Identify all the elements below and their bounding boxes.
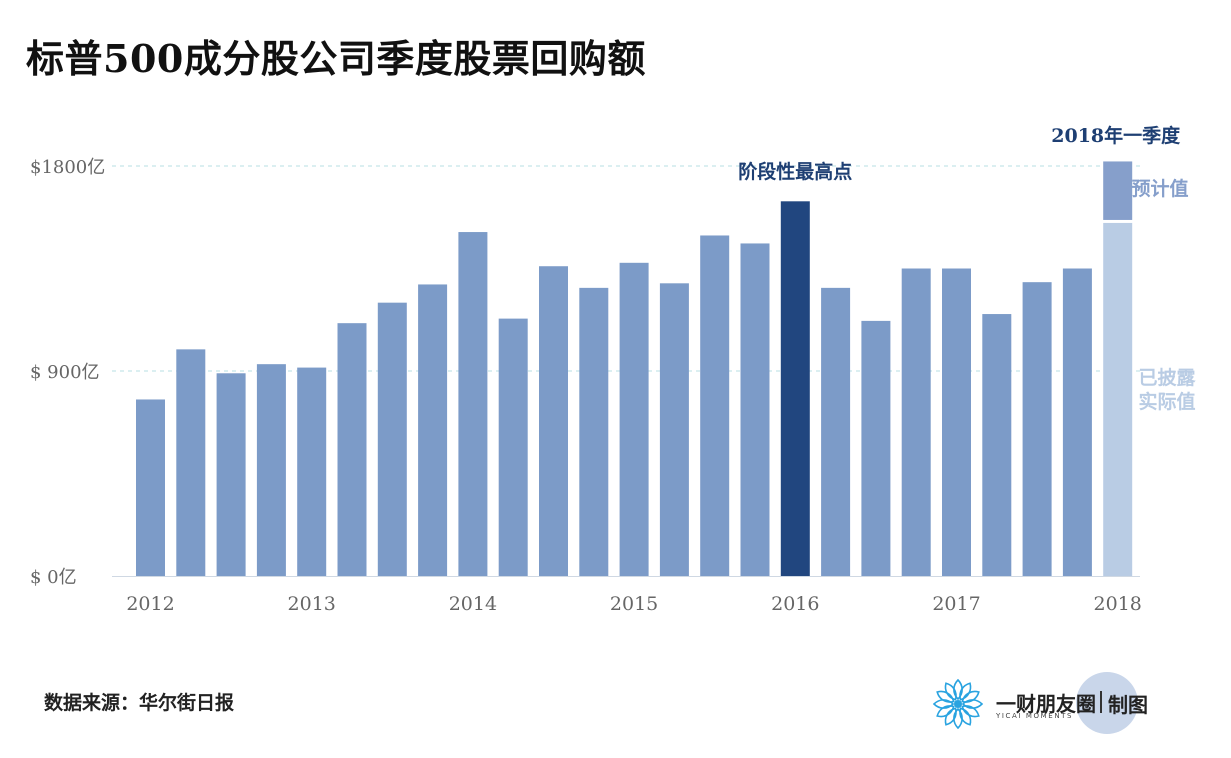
bar — [579, 287, 609, 576]
bar — [297, 367, 327, 576]
bar — [740, 243, 770, 576]
actual-label-line: 已披露 — [1138, 366, 1196, 389]
last-quarter-label: 2018年一季度 — [1051, 124, 1181, 147]
y-tick-label: $ 0亿 — [30, 567, 77, 588]
bar-forecast — [1103, 161, 1133, 220]
bar — [256, 364, 286, 576]
y-tick-label: $1800亿 — [30, 157, 105, 178]
bar — [821, 287, 851, 576]
bar-actual-disclosed — [1103, 222, 1133, 576]
x-axis-ticks: 2012 2013 2014 2015 2016 2017 2018 — [126, 593, 1142, 615]
logo-petal — [959, 707, 972, 726]
bar — [861, 320, 891, 576]
y-tick-label: $ 900亿 — [30, 362, 100, 383]
logo-petal — [953, 678, 963, 701]
bar — [337, 323, 367, 576]
bar — [619, 262, 649, 576]
x-tick-label: 2018 — [1094, 593, 1142, 615]
brand-footer: 一财朋友圈 YICAI MOMENTS 制图 — [930, 670, 1210, 738]
bar — [498, 318, 528, 576]
bar — [982, 314, 1012, 576]
bar — [1022, 282, 1052, 576]
logo-petal — [953, 707, 963, 730]
actual-label-line: 实际值 — [1138, 390, 1195, 413]
logo-petal — [959, 682, 972, 701]
x-tick-label: 2013 — [288, 593, 336, 615]
flower-logo-icon — [932, 678, 984, 730]
bar — [136, 399, 165, 576]
brand-name: 一财朋友圈 — [996, 692, 1096, 716]
logo-petal — [936, 690, 955, 703]
brand-separator — [1100, 691, 1102, 713]
logo-petal — [936, 705, 955, 718]
bar — [700, 235, 730, 576]
x-tick-label: 2015 — [610, 593, 658, 615]
bar — [458, 232, 488, 577]
bar — [659, 283, 689, 576]
forecast-label: 预计值 — [1131, 177, 1188, 200]
bar — [418, 284, 448, 576]
x-tick-label: 2016 — [771, 593, 819, 615]
bar — [901, 268, 931, 576]
logo-petal — [961, 699, 984, 709]
logo-petal — [932, 699, 955, 709]
brand-made-by: 制图 — [1108, 693, 1148, 717]
bar — [176, 349, 206, 576]
y-axis-ticks: $ 0亿 $ 900亿 $1800亿 — [30, 157, 105, 588]
x-tick-label: 2014 — [449, 593, 497, 615]
brand-circle-decoration — [1076, 672, 1138, 734]
logo-petal — [961, 705, 980, 718]
x-tick-label: 2012 — [126, 593, 174, 615]
bar — [216, 373, 246, 576]
logo-petal — [944, 682, 957, 701]
chart-title: 标普500成分股公司季度股票回购额 — [26, 36, 646, 81]
bars — [136, 161, 1133, 577]
bar — [1062, 268, 1092, 576]
logo-petal — [944, 707, 957, 726]
logo-petal — [961, 690, 980, 703]
x-tick-label: 2017 — [932, 593, 980, 615]
bar-peak — [780, 201, 810, 577]
bar — [942, 268, 971, 576]
bar — [377, 302, 407, 576]
data-source-note: 数据来源：华尔街日报 — [44, 692, 235, 714]
peak-annotation: 阶段性最高点 — [738, 160, 852, 183]
bar — [539, 266, 568, 576]
bar-chart: $ 0亿$ 900亿$1800亿 2012 2013 2014 2015 2016 201… — [30, 124, 1196, 615]
brand-subtitle: YICAI MOMENTS — [996, 712, 1074, 720]
